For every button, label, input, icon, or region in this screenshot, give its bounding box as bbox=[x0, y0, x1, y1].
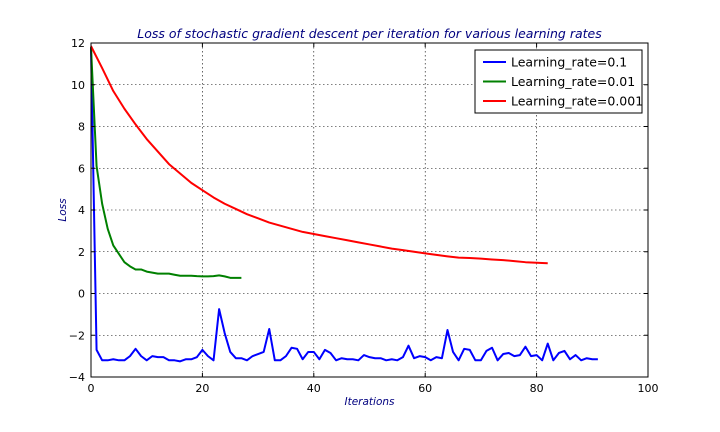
series-layer bbox=[90, 45, 598, 363]
y-axis-label: Loss bbox=[57, 198, 69, 222]
y-tick-label: 6 bbox=[78, 162, 85, 175]
x-tick-label: 100 bbox=[638, 382, 659, 395]
legend-label: Learning_rate=0.01 bbox=[511, 74, 635, 89]
series-line-1 bbox=[90, 47, 242, 279]
y-tick-label: 2 bbox=[78, 246, 85, 259]
x-tick-label: 80 bbox=[530, 382, 544, 395]
grid-lines bbox=[91, 43, 648, 377]
chart-title: Loss of stochastic gradient descent per … bbox=[137, 26, 602, 41]
y-tick-label: 8 bbox=[78, 121, 85, 134]
y-tick-label: 12 bbox=[71, 37, 85, 50]
axis-ticks bbox=[90, 42, 649, 378]
legend: Learning_rate=0.1 Learning_rate=0.01 Learn… bbox=[474, 49, 643, 114]
y-tick-label: −4 bbox=[69, 371, 85, 384]
x-tick-label: 60 bbox=[418, 382, 432, 395]
x-tick-label: 20 bbox=[195, 382, 209, 395]
y-tick-labels: −4 −2 0 2 4 6 8 10 12 bbox=[69, 37, 85, 384]
y-tick-label: 10 bbox=[71, 79, 85, 92]
legend-label: Learning_rate=0.001 bbox=[511, 94, 643, 109]
x-tick-labels: 0 20 40 60 80 100 bbox=[88, 382, 659, 395]
y-tick-label: −2 bbox=[69, 329, 85, 342]
x-axis-label: Iterations bbox=[344, 396, 395, 408]
series-line-0 bbox=[90, 47, 598, 363]
y-tick-label: 0 bbox=[78, 288, 85, 301]
legend-label: Learning_rate=0.1 bbox=[511, 55, 627, 70]
x-tick-label: 0 bbox=[88, 382, 95, 395]
x-tick-label: 40 bbox=[307, 382, 321, 395]
series-line-2 bbox=[90, 45, 548, 265]
y-tick-label: 4 bbox=[78, 204, 85, 217]
